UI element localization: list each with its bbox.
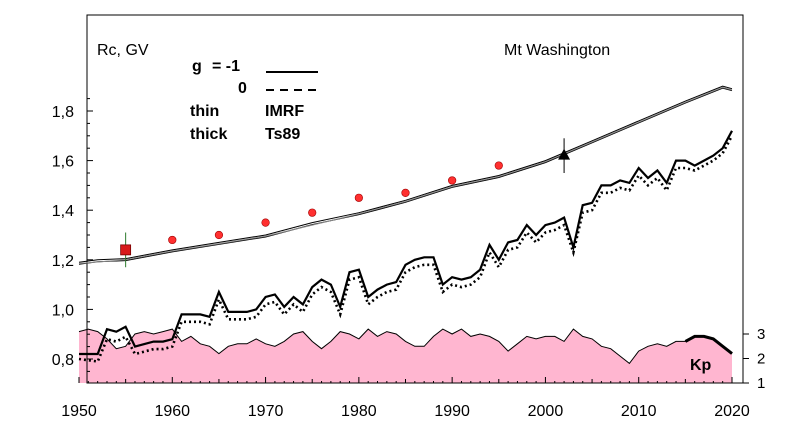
x-tick-label: 1970 [248, 403, 284, 420]
kp-area-layer [78, 328, 733, 383]
kp-line [78, 328, 733, 365]
kp-tick-label: 3 [757, 326, 765, 343]
points-layer [120, 138, 571, 268]
x-tick-label: 1980 [341, 403, 377, 420]
series-imrf_g_0 [78, 86, 733, 264]
red-point [448, 176, 457, 185]
legend: g = -1 0 thin IMRF thick Ts89 [190, 58, 318, 143]
y-tick-label: 1,8 [52, 104, 74, 121]
kp-label: Kp [690, 357, 712, 374]
chart-title: Mt Washington [504, 42, 610, 59]
legend-g-label: g [192, 58, 202, 75]
legend-thin-model: IMRF [265, 103, 304, 120]
series-ts89_g_0 [78, 135, 734, 363]
x-tick-label: 1950 [61, 403, 97, 420]
y-tick-label: 1,4 [52, 203, 74, 220]
measured-triangle [558, 148, 571, 160]
y-tick-label: 0,8 [52, 352, 74, 369]
red-point [308, 208, 317, 217]
y-tick-label: 1,6 [52, 154, 74, 171]
legend-thin-label: thin [190, 103, 219, 120]
legend-g-value: = -1 [212, 58, 240, 75]
x-tick-label: 2010 [621, 403, 657, 420]
x-tick-label: 2020 [714, 403, 750, 420]
legend-thick-label: thick [190, 126, 227, 143]
kp-tick-label: 1 [757, 375, 765, 392]
tick-layer: 1950 1960 1970 1980 1990 2000 2010 2020 0,8 1,0 1,… [52, 98, 765, 420]
kp-area [79, 329, 732, 383]
x-tick-label: 1960 [154, 403, 190, 420]
series-imrf_g_minus1 [78, 85, 733, 263]
y-tick-label: 1,2 [52, 253, 74, 270]
x-tick-label: 2000 [528, 403, 564, 420]
measured-square [120, 244, 132, 256]
kp-line-recent [684, 334, 733, 355]
kp-tick-label: 2 [757, 351, 765, 368]
red-point [261, 218, 270, 227]
red-point [354, 193, 363, 202]
y-axis-label: Rc, GV [97, 42, 149, 59]
x-tick-label: 1990 [434, 403, 470, 420]
red-point [401, 188, 410, 197]
series-ts89_g_minus1 [79, 130, 733, 356]
series-imrf_g_minus1 [78, 87, 733, 265]
red-point [494, 161, 503, 170]
legend-thick-model: Ts89 [265, 126, 300, 143]
legend-g0-value: 0 [238, 80, 247, 97]
red-point [168, 235, 177, 245]
y-tick-label: 1,0 [52, 302, 74, 319]
series-layer [78, 85, 734, 363]
red-point [214, 230, 224, 240]
